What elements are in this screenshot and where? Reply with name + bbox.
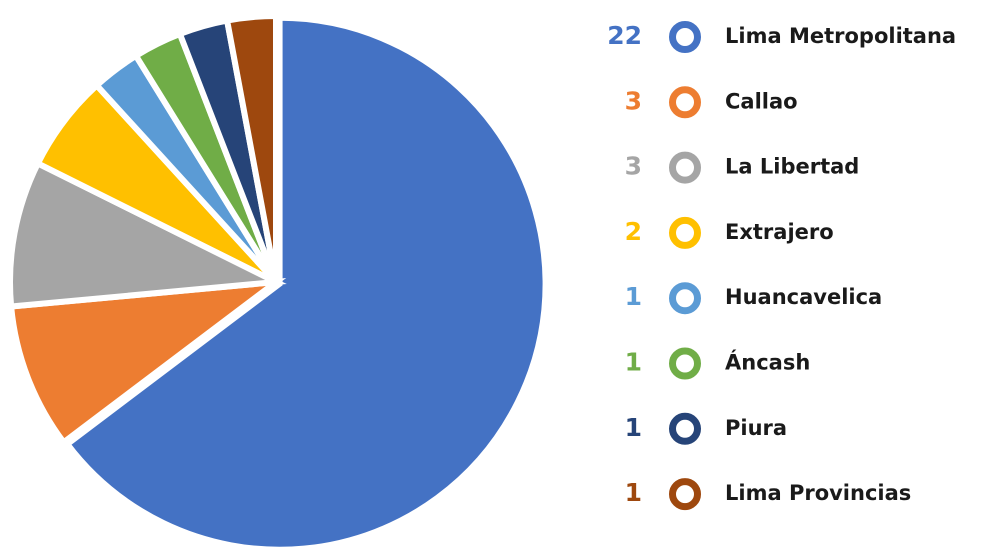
legend-label: Callao: [725, 89, 798, 113]
legend-label: Piura: [725, 416, 787, 440]
legend-label: Huancavelica: [725, 285, 882, 309]
legend-label: Lima Metropolitana: [725, 24, 956, 48]
legend-value: 1: [625, 282, 642, 311]
legend-value: 1: [625, 478, 642, 507]
legend-marker: [669, 151, 701, 184]
legend-value: 22: [607, 21, 642, 50]
legend-label: Extrajero: [725, 220, 834, 244]
pie-slice: [7, 159, 287, 310]
legend-marker: [669, 21, 701, 53]
legend-marker: [669, 282, 701, 315]
legend-marker: [669, 478, 701, 511]
legend-label: La Libertad: [725, 155, 859, 179]
legend-label: Áncash: [725, 350, 810, 375]
pie-slice: [63, 14, 549, 550]
legend-value: 3: [625, 86, 642, 115]
legend-value: 1: [625, 413, 642, 442]
legend-value: 3: [625, 152, 642, 181]
legend-value: 2: [625, 217, 642, 246]
legend-marker: [669, 216, 701, 249]
legend-label: Lima Provincias: [725, 481, 911, 505]
pie-slice: [7, 278, 287, 447]
legend-marker: [669, 86, 701, 119]
legend-marker: [669, 347, 701, 380]
legend-marker: [669, 412, 701, 445]
pie-slice: [223, 12, 279, 283]
legend-value: 1: [625, 348, 642, 377]
